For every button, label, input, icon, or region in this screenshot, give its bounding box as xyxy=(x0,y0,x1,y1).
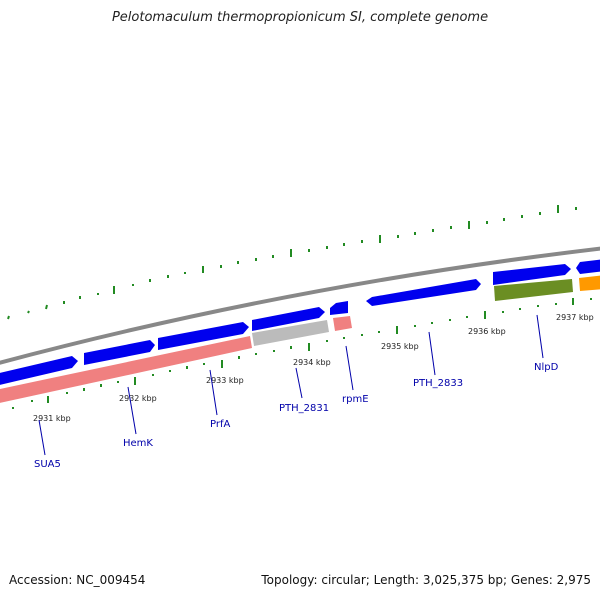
kbp-label: 2933 kbp xyxy=(206,376,244,385)
gene-arrow xyxy=(84,340,155,365)
gene-label-connectors xyxy=(38,314,544,456)
gene-label-rpme[interactable]: rpmE xyxy=(342,394,369,405)
gene-label-hemk[interactable]: HemK xyxy=(123,438,153,449)
cog-strip-grey xyxy=(252,320,329,346)
gene-label-sua5[interactable]: SUA5 xyxy=(34,459,61,470)
kbp-label: 2934 kbp xyxy=(293,358,331,367)
gene-arrow xyxy=(493,264,571,285)
gene-arrow xyxy=(576,259,600,274)
forward-strand-genes xyxy=(0,259,600,385)
gene-labels: SUA5 HemK PrfA PTH_2831 rpmE PTH_2833 Nl… xyxy=(34,362,559,470)
kbp-label: 2937 kbp xyxy=(556,313,594,322)
genome-title: Pelotomaculum thermopropionicum SI, comp… xyxy=(111,10,489,25)
topology-text: Topology: circular; Length: 3,025,375 bp… xyxy=(261,573,591,587)
kbp-label: 2935 kbp xyxy=(381,342,419,351)
cog-strips xyxy=(0,275,600,403)
gene-arrow xyxy=(366,279,481,306)
gene-arrow xyxy=(0,356,78,385)
kbp-label: 2936 kbp xyxy=(468,327,506,336)
kbp-label: 2931 kbp xyxy=(33,414,71,423)
gene-label-pth-2833[interactable]: PTH_2833 xyxy=(413,378,463,389)
accession-text: Accession: NC_009454 xyxy=(9,573,146,587)
gene-arrow xyxy=(158,322,249,350)
cog-strip-orange xyxy=(579,275,600,291)
gene-label-prfa[interactable]: PrfA xyxy=(210,419,230,430)
kbp-tick-labels: 2931 kbp 2932 kbp 2933 kbp 2934 kbp 2935… xyxy=(33,313,594,423)
kbp-label: 2932 kbp xyxy=(119,394,157,403)
cog-strip-red xyxy=(0,336,252,403)
gene-arrow xyxy=(252,307,325,331)
outer-tick-ring xyxy=(7,205,577,320)
inner-tick-ring xyxy=(12,298,592,409)
gene-label-pth-2831[interactable]: PTH_2831 xyxy=(279,403,329,414)
gene-label-nlpd[interactable]: NlpD xyxy=(534,362,559,373)
cog-strip-olive xyxy=(494,279,573,301)
genome-backbone xyxy=(0,246,600,365)
gene-arrow xyxy=(330,301,348,315)
cog-strip-red xyxy=(333,316,352,331)
